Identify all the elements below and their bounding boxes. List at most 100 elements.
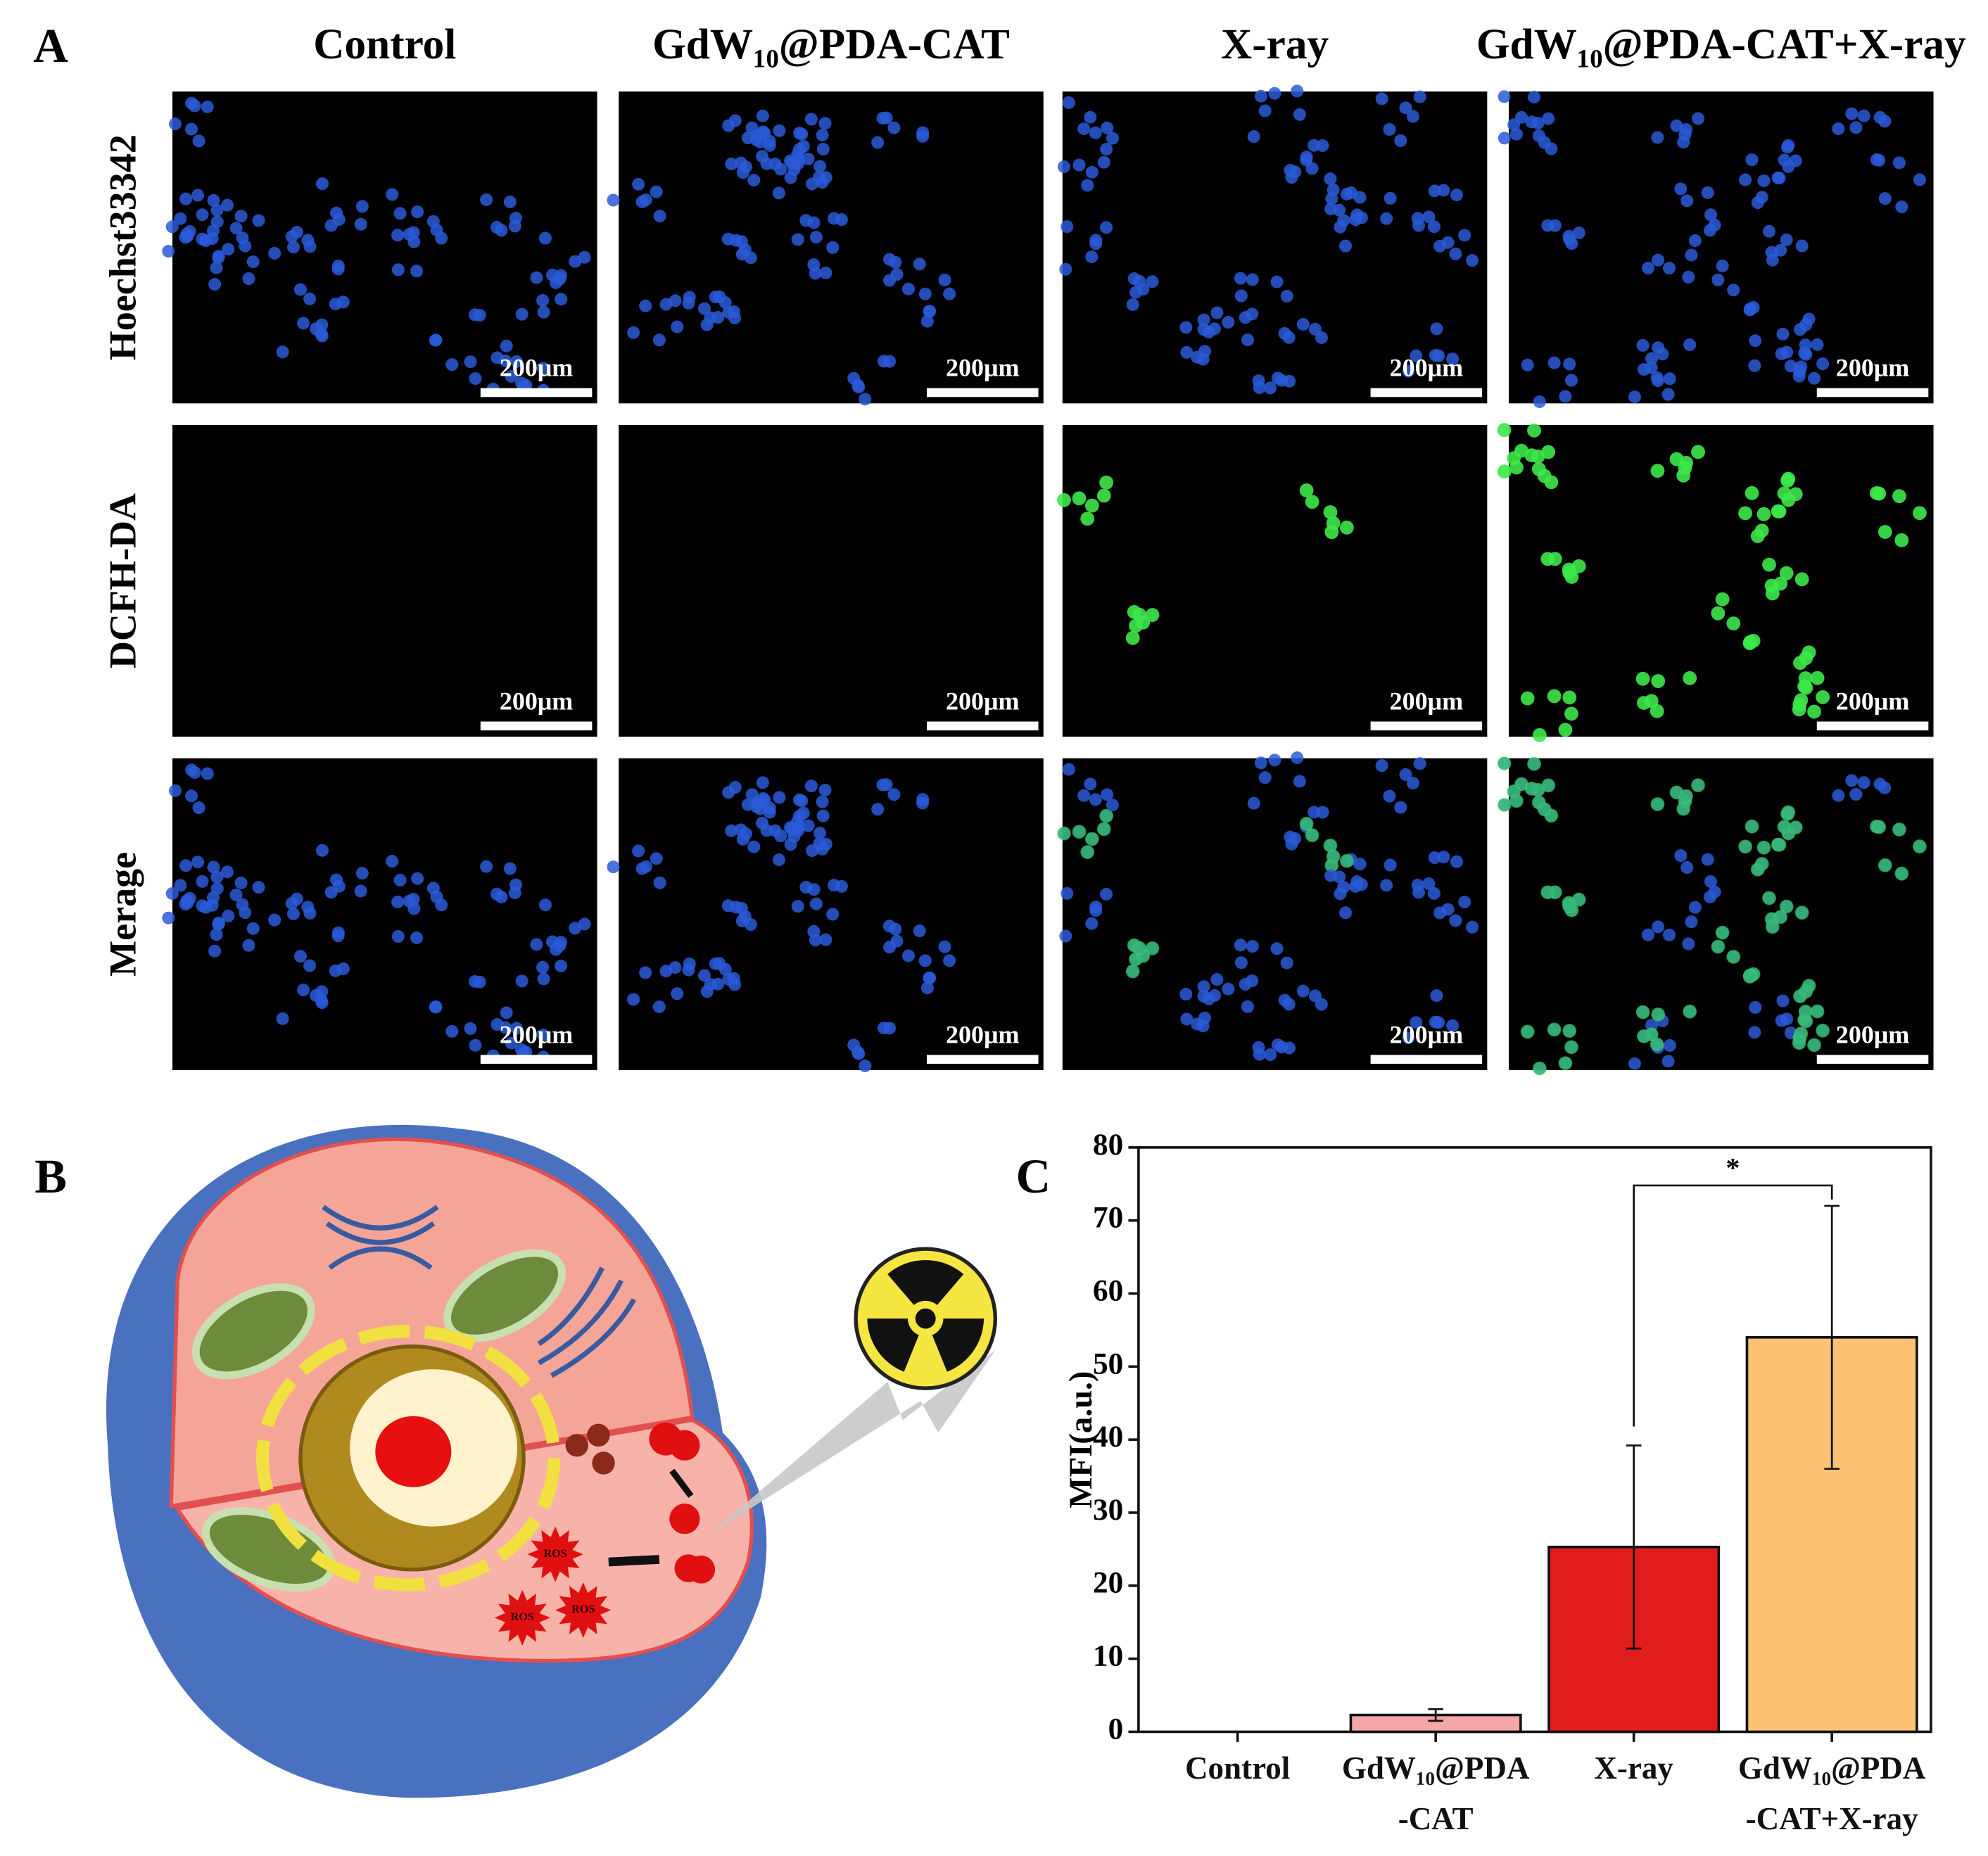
nucleus-stain bbox=[1410, 1016, 1423, 1029]
nucleus-stain bbox=[293, 950, 307, 963]
micrograph: 200μm bbox=[1497, 423, 1934, 742]
nucleus-stain bbox=[756, 776, 769, 789]
nucleus-stain bbox=[569, 255, 582, 268]
nucleus-stain bbox=[1402, 364, 1415, 378]
row-label: Merage bbox=[102, 852, 144, 977]
panel-label: B bbox=[34, 1150, 67, 1203]
nucleus-stain bbox=[1509, 127, 1523, 141]
ros-stain bbox=[1788, 487, 1803, 502]
nucleus-stain bbox=[1254, 89, 1267, 103]
nucleus-stain bbox=[246, 922, 260, 935]
nucleus-stain bbox=[185, 763, 198, 777]
ros-stain bbox=[1562, 898, 1576, 913]
nucleus-stain bbox=[1072, 158, 1086, 172]
nucleus-stain bbox=[331, 926, 345, 939]
micrograph: 200μm bbox=[619, 424, 1044, 737]
nucleus-stain bbox=[1849, 787, 1863, 801]
nucleus-stain bbox=[505, 1036, 518, 1050]
nucleus-stain bbox=[393, 207, 407, 220]
nucleus-stain bbox=[199, 901, 213, 914]
nucleus-stain bbox=[1651, 131, 1664, 144]
ros-stain bbox=[1637, 1029, 1651, 1043]
ros-stain bbox=[1339, 520, 1354, 535]
nucleus-stain bbox=[1412, 219, 1426, 232]
ros-stain bbox=[1892, 489, 1906, 504]
ros-stain bbox=[1558, 1056, 1573, 1071]
nucleus-stain bbox=[1774, 243, 1787, 257]
nucleus-stain bbox=[1085, 250, 1099, 264]
nucleus-stain bbox=[301, 901, 315, 914]
scale-bar-label: 200μm bbox=[946, 354, 1019, 382]
nucleus-stain bbox=[1077, 122, 1091, 135]
nucleus-stain bbox=[536, 960, 550, 974]
nucleus-stain bbox=[1559, 390, 1572, 403]
nucleus-stain bbox=[826, 241, 840, 254]
nucleus-stain bbox=[1268, 87, 1281, 100]
nucleus-stain bbox=[772, 853, 785, 867]
ros-stain bbox=[1683, 670, 1697, 685]
nucleus-stain bbox=[1202, 992, 1215, 1005]
nucleus-stain bbox=[773, 791, 786, 804]
nucleus-stain bbox=[537, 972, 550, 986]
nucleus-stain bbox=[1878, 781, 1892, 794]
ros-stain bbox=[1558, 723, 1573, 737]
nucleus-stain bbox=[1749, 1000, 1762, 1014]
x-tick-label: GdW₁₀@PDA -CAT+X-ray bbox=[1737, 1752, 1926, 1837]
nucleus-stain bbox=[1308, 989, 1322, 1003]
nucleus-stain bbox=[1564, 374, 1578, 387]
nucleus-stain bbox=[1780, 233, 1793, 246]
nucleus-stain bbox=[806, 844, 819, 858]
nucleus-stain bbox=[222, 909, 235, 922]
nucleus-stain bbox=[920, 981, 934, 995]
scale-bar bbox=[927, 1055, 1039, 1064]
ros-stain bbox=[1520, 1024, 1535, 1039]
ros-stain bbox=[1772, 504, 1787, 519]
nucleus-stain bbox=[747, 173, 761, 187]
nucleus-stain bbox=[1247, 130, 1260, 144]
nucleus-stain bbox=[246, 255, 260, 269]
x-tick-label-box: GdW₁₀@PDA -CAT+X-ray bbox=[1737, 1752, 1926, 1837]
column-title: GdW₁₀@PDA-CAT bbox=[652, 20, 1010, 68]
nucleus-stain bbox=[324, 219, 338, 232]
nucleus-stain bbox=[697, 969, 711, 982]
nucleus-stain bbox=[1081, 179, 1094, 192]
ros-stain bbox=[1781, 805, 1796, 820]
nucleus-stain bbox=[1234, 939, 1247, 952]
nucleus-stain bbox=[1498, 90, 1511, 103]
nucleus-stain bbox=[1670, 119, 1683, 132]
nucleus-stain bbox=[1258, 771, 1272, 784]
x-tick-label-box: X-ray bbox=[1594, 1752, 1673, 1786]
nucleus-stain bbox=[725, 158, 738, 171]
nucleus-stain bbox=[411, 872, 424, 885]
nucleus-stain bbox=[828, 879, 841, 892]
ros-stain bbox=[1339, 853, 1354, 868]
nucleus-stain bbox=[1089, 904, 1103, 917]
scale-bar-label: 200μm bbox=[1836, 354, 1909, 382]
ros-stain bbox=[1527, 756, 1541, 771]
scale-bar bbox=[927, 388, 1039, 398]
ros-stain bbox=[1894, 533, 1909, 547]
nucleus-stain bbox=[276, 1012, 289, 1025]
nucleus-stain bbox=[1645, 352, 1659, 365]
nucleus-stain bbox=[727, 305, 740, 319]
nucleus-stain bbox=[627, 993, 640, 1006]
nucleus-stain bbox=[1296, 984, 1310, 998]
nucleus-stain bbox=[1832, 122, 1845, 136]
nucleus-stain bbox=[410, 265, 424, 278]
ros-stain bbox=[1762, 891, 1776, 905]
nucleus-stain bbox=[354, 217, 367, 231]
y-tick-label: 70 bbox=[1093, 1201, 1123, 1235]
nucleus-stain bbox=[207, 193, 220, 207]
nucleus-stain bbox=[220, 865, 234, 879]
nucleus-stain bbox=[354, 884, 367, 898]
nucleus-stain bbox=[1247, 796, 1260, 810]
nucleus-stain bbox=[704, 311, 717, 324]
nucleus-stain bbox=[480, 860, 493, 873]
nucleus-stain bbox=[191, 189, 205, 202]
nucleus-stain bbox=[1062, 763, 1075, 776]
scale-bar bbox=[1370, 1055, 1483, 1064]
ros-stain bbox=[1745, 485, 1759, 500]
nucleus-stain bbox=[1663, 372, 1676, 386]
nucleus-stain bbox=[882, 920, 896, 933]
nucleus-stain bbox=[1663, 262, 1676, 275]
